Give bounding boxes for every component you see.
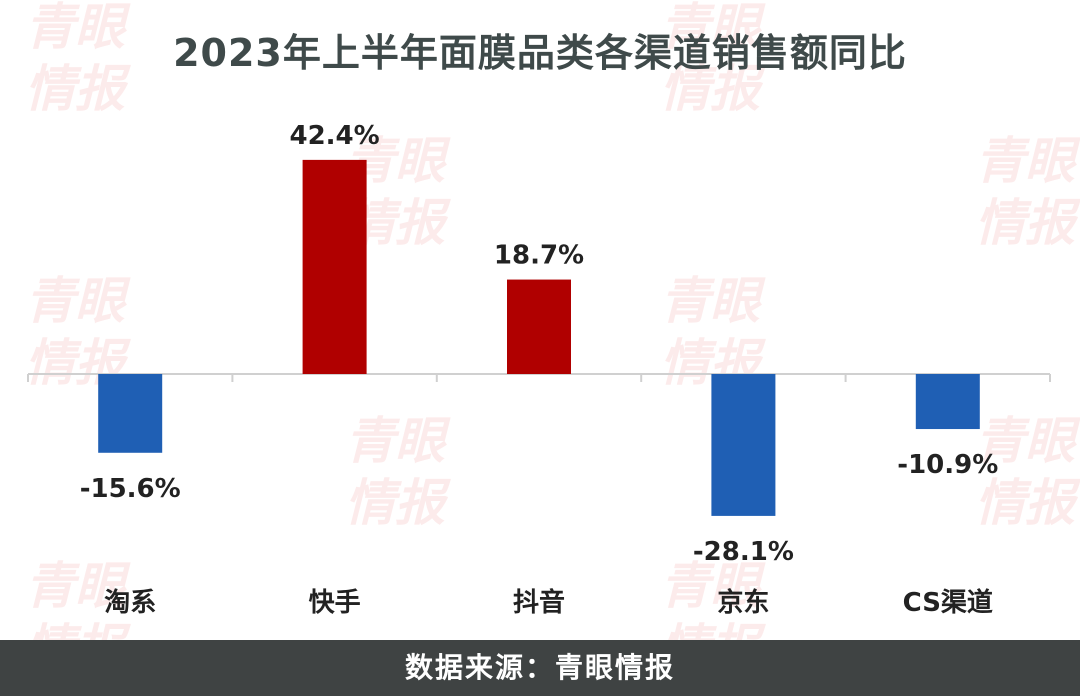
category-label: 京东	[717, 587, 769, 618]
data-label: -15.6%	[80, 474, 181, 504]
bar	[302, 159, 367, 374]
bar	[711, 374, 776, 516]
category-label: CS渠道	[903, 587, 993, 618]
data-label: -28.1%	[693, 537, 794, 567]
category-label: 抖音	[513, 587, 565, 618]
chart-title: 2023年上半年面膜品类各渠道销售额同比	[173, 31, 907, 75]
category-label: 快手	[309, 588, 361, 618]
category-label: 淘系	[104, 588, 156, 618]
data-label: 42.4%	[289, 121, 379, 151]
bar	[507, 279, 571, 374]
source-footer: 数据来源：青眼情报	[0, 640, 1080, 696]
bar-chart: -15.6% 淘系 42.4% 快手 18.7% 抖音 -28.1% 京东 -10.9% CS渠道	[27, 121, 1051, 618]
bar	[915, 374, 980, 430]
data-label: -10.9%	[897, 450, 998, 480]
bar	[98, 374, 163, 453]
data-label: 18.7%	[494, 241, 584, 271]
